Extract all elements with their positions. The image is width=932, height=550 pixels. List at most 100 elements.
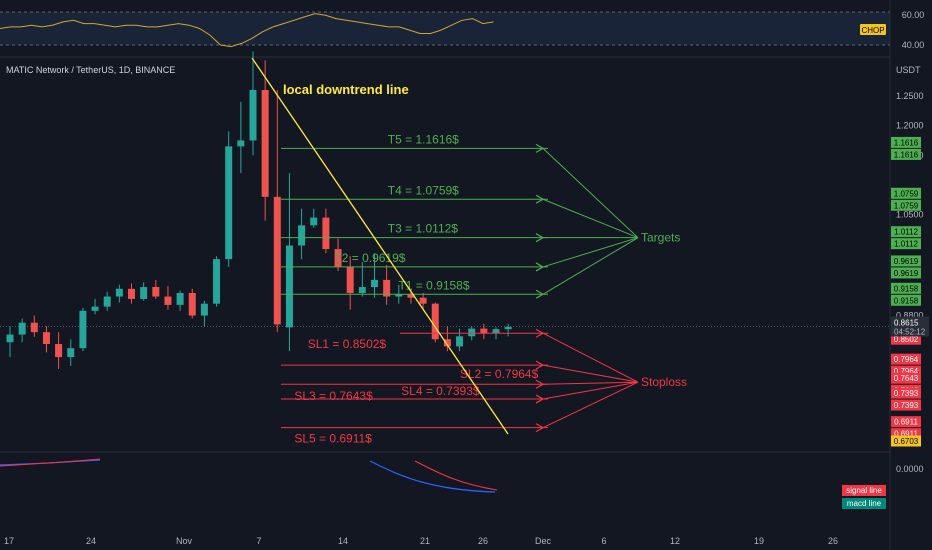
stoploss-tag-a-3: 0.7643 [894,374,919,383]
candle-body-20 [249,90,257,141]
chop-tick-lower: 40.00 [902,40,925,50]
candlestick-series [6,51,512,369]
current-price-countdown: 04:52:12 [894,328,926,337]
target-arrow-2 [542,237,639,268]
target-arrowhead-4 [535,194,545,204]
price-tick-3: 1.0500 [896,210,924,220]
candle-body-3 [42,332,50,345]
target-tag-a-3-bg [891,226,921,238]
candle-body-28 [346,266,354,293]
stoploss-label-2: SL2 = 0.7964$ [460,367,539,381]
target-arrow-5 [542,148,639,239]
candle-body-1 [18,322,26,335]
stoploss-tag-a-2-bg [891,353,921,365]
stoploss-label-3: SL3 = 0.7643$ [294,389,373,403]
candle-body-4 [55,344,63,358]
target-tag-b-5-bg [891,148,921,160]
target-arrowhead-5 [535,143,545,153]
stoploss-arrow-5 [542,381,639,429]
candle-body-9 [115,288,123,297]
candle-body-40 [492,329,500,334]
candle-body-33 [407,294,415,298]
target-label-2: T2 = 0.9619$ [334,251,405,265]
candle-body-18 [225,146,233,260]
candle-body-8 [103,296,111,307]
target-tag-b-3-bg [891,238,921,250]
stoploss-tag-a-4-bg [891,387,921,399]
stoploss-tag-b-1-bg [891,333,921,345]
target-tag-b-3: 1.0112 [894,240,918,249]
currency-label: USDT [896,65,921,75]
candle-body-37 [456,336,464,347]
target-tag-b-1: 0.9158 [894,296,919,305]
time-tick-2: Nov [176,536,193,546]
stoploss-arrowhead-5 [535,423,545,433]
stoploss-arrowhead-1 [535,328,545,338]
target-tag-b-2-bg [891,267,921,279]
stoploss-label-1: SL1 = 0.8502$ [308,337,387,351]
candle-body-16 [200,303,208,316]
chop-badge-label: CHOP [861,26,884,35]
candle-body-15 [188,292,196,316]
signal-line-top [0,458,101,467]
chop-series-line [0,13,494,48]
stoploss-tag-b-5-bg [891,428,921,440]
target-arrowhead-1 [535,289,545,299]
target-tag-a-2: 0.9619 [894,257,919,266]
time-tick-5: 21 [420,536,430,546]
signal-line-badge-label: signal line [846,486,882,495]
chop-pane: 60.00 40.00 CHOP [0,10,924,50]
macd-line-badge [842,498,886,509]
candle-body-27 [334,249,342,267]
low-tag: 0.6703 [894,437,919,446]
target-tag-b-4: 1.0759 [894,201,919,210]
candle-body-17 [213,259,221,304]
stoploss-arrow-2 [542,364,639,383]
macd-pane: 0.0000 signal line macd line [0,458,924,509]
chop-badge [860,24,886,35]
target-tag-b-2: 0.9619 [894,269,919,278]
target-label-3: T3 = 1.0112$ [388,222,458,236]
stoploss-tag-a-4: 0.7393 [894,389,919,398]
time-axis[interactable]: 17 24 Nov 7 14 21 26 Dec 6 12 19 26 [4,536,838,546]
target-tag-a-5-bg [891,136,921,148]
downtrend-annotation: local downtrend line [283,82,409,97]
stoploss-label-4: SL4 = 0.7393$ [401,384,480,398]
candle-body-25 [310,217,318,226]
candle-body-22 [273,196,281,325]
target-label-4: T4 = 1.0759$ [388,183,459,197]
stoploss-tag-b-4: 0.7393 [894,401,919,410]
time-tick-8: 6 [601,536,606,546]
stoploss-tag-b-2-bg [891,365,921,377]
time-tick-10: 19 [754,536,764,546]
targets-label: Targets [641,231,680,245]
signal-line-badge [842,485,886,496]
candle-body-10 [128,288,135,299]
candle-body-41 [504,326,512,330]
stoploss-arrowhead-2 [535,360,545,370]
candle-body-11 [140,287,148,299]
candle-body-14 [176,292,184,305]
candle-body-39 [480,328,488,334]
candle-body-0 [6,334,14,343]
candle-body-30 [371,279,378,288]
stoploss-tag-a-2: 0.7964 [894,355,919,364]
level-lines: T5 = 1.1616$ T4 = 1.0759$ T3 = 1.0112$ T2 =… [251,57,687,446]
candle-body-23 [285,245,293,328]
target-label-1: T1 = 0.9158$ [398,278,469,292]
price-tags: 1.1616 1.1616 1.0759 1.0759 1.0112 1.0112 0.96… [891,136,929,447]
target-arrowhead-3 [535,233,545,243]
stoploss-tag-a-5: 0.6911 [894,418,918,427]
target-tag-a-2-bg [891,255,921,267]
stoploss-arrowhead-3 [535,379,545,389]
candle-body-21 [261,90,269,197]
stoploss-label: Stoploss [641,375,687,389]
candle-body-19 [237,140,245,147]
target-tag-b-5: 1.1616 [894,150,919,159]
stoploss-tag-b-4-bg [891,399,921,411]
time-tick-1: 24 [86,536,96,546]
candle-body-32 [395,294,403,297]
target-tag-b-1-bg [891,294,921,306]
candle-body-24 [298,225,306,246]
